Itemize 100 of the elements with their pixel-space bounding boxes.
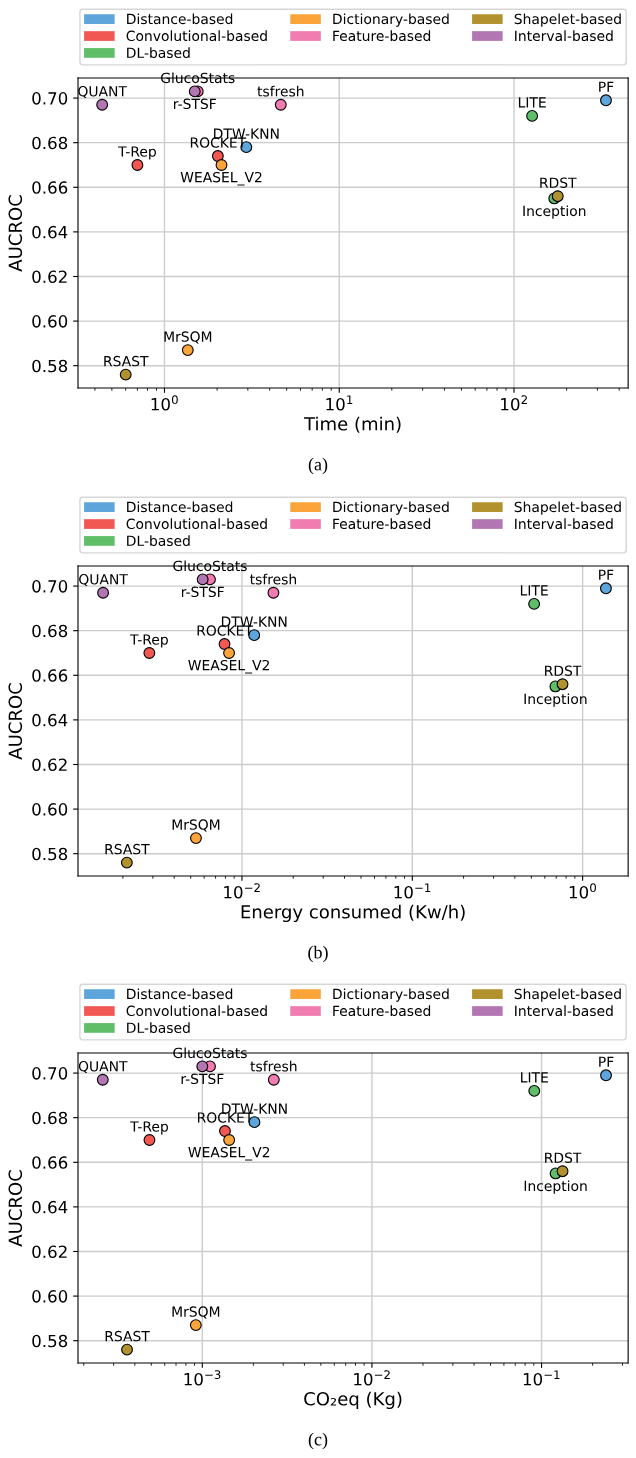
annotation: r-STSF bbox=[181, 586, 224, 598]
annotation: PF bbox=[599, 1056, 614, 1067]
x-axis-title: Time (min) bbox=[303, 416, 401, 433]
y-tick-label: 0.66 bbox=[32, 1156, 68, 1169]
y-tick-label: 0.70 bbox=[32, 580, 68, 593]
annotation: tsfresh bbox=[250, 1060, 297, 1072]
legend-label: Dictionary-based bbox=[333, 988, 449, 1002]
annotation: T-Rep bbox=[118, 146, 156, 160]
legend-label: Feature-based bbox=[333, 1005, 431, 1017]
annotation: LITE bbox=[521, 1072, 548, 1083]
y-axis-title: AUCROC bbox=[8, 1170, 23, 1247]
legend-label: Feature-based bbox=[333, 30, 431, 42]
legend-label: Convolutional-based bbox=[126, 30, 267, 42]
legend-label: Dictionary-based bbox=[333, 13, 449, 27]
y-tick-label: 0.62 bbox=[32, 1245, 67, 1259]
x-tick-label: 10$^{−1}$ bbox=[394, 883, 431, 899]
annotation: GlucoStats bbox=[161, 72, 235, 84]
y-tick-label: 0.58 bbox=[32, 1334, 68, 1348]
annotation: tsfresh bbox=[250, 573, 297, 585]
annotation: WEASEL_V2 bbox=[188, 1146, 270, 1161]
y-tick-label: 0.60 bbox=[32, 315, 68, 328]
text: (a) bbox=[308, 457, 328, 475]
legend-label: Interval-based bbox=[515, 30, 613, 42]
annotation: DTW-KNN bbox=[221, 616, 287, 627]
annotation: RDST bbox=[545, 665, 582, 676]
y-tick-label: 0.58 bbox=[32, 847, 68, 861]
y-tick-label: 0.70 bbox=[32, 92, 68, 105]
legend-label: Distance-based bbox=[127, 988, 233, 1000]
annotation: LITE bbox=[518, 97, 546, 108]
annotation: WEASEL_V2 bbox=[180, 171, 262, 186]
legend-label: Interval-based bbox=[515, 518, 613, 530]
x-tick-label: 10$^{−1}$ bbox=[523, 1370, 560, 1386]
x-tick-label: 10$^{1}$ bbox=[326, 395, 353, 411]
y-tick-label: 0.58 bbox=[32, 359, 68, 373]
annotation: DTW-KNN bbox=[222, 1103, 287, 1114]
annotation: MrSQM bbox=[172, 819, 220, 832]
annotation: WEASEL_V2 bbox=[188, 659, 269, 674]
annotation: RSAST bbox=[104, 355, 149, 367]
x-tick-label: 10$^{0}$ bbox=[151, 395, 178, 411]
y-tick-label: 0.66 bbox=[32, 181, 68, 194]
y-tick-label: 0.60 bbox=[32, 803, 68, 816]
legend-label: Shapelet-based bbox=[514, 988, 621, 1002]
y-tick-label: 0.60 bbox=[32, 1290, 68, 1303]
legend-label: Convolutional-based bbox=[126, 1005, 267, 1017]
legend-label: DL-based bbox=[127, 535, 190, 546]
legend-label: Dictionary-based bbox=[333, 501, 449, 515]
annotation: r-STSF bbox=[174, 98, 216, 110]
annotation: Inception bbox=[524, 693, 587, 707]
legend-label: DL-based bbox=[127, 1022, 190, 1033]
annotation: RDST bbox=[545, 1152, 582, 1163]
annotation: GlucoStats bbox=[173, 560, 247, 572]
annotation: tsfresh bbox=[257, 85, 304, 97]
y-tick-label: 0.64 bbox=[32, 1200, 68, 1214]
y-tick-label: 0.68 bbox=[32, 624, 68, 638]
x-tick-label: 10$^{−3}$ bbox=[184, 1370, 221, 1386]
legend-label: Shapelet-based bbox=[514, 13, 621, 27]
y-tick-label: 0.68 bbox=[32, 136, 68, 150]
annotation: T-Rep bbox=[130, 634, 168, 648]
x-tick-label: 10$^{−2}$ bbox=[354, 1370, 390, 1386]
annotation: Inception bbox=[523, 205, 586, 219]
y-tick-label: 0.62 bbox=[32, 270, 67, 284]
x-tick-label: 10$^{−2}$ bbox=[224, 883, 260, 899]
legend-label: Convolutional-based bbox=[126, 518, 267, 530]
text: (c) bbox=[308, 1432, 328, 1450]
legend-label: Distance-based bbox=[127, 501, 233, 513]
annotation: LITE bbox=[520, 585, 548, 596]
y-axis-title: AUCROC bbox=[8, 683, 23, 760]
annotation: RSAST bbox=[105, 843, 150, 855]
annotation: RDST bbox=[540, 177, 577, 188]
annotation: PF bbox=[599, 81, 614, 92]
annotation: QUANT bbox=[78, 1061, 128, 1074]
annotation: QUANT bbox=[79, 574, 128, 587]
y-tick-label: 0.70 bbox=[32, 1067, 68, 1080]
legend-label: DL-based bbox=[127, 47, 190, 58]
legend-label: Distance-based bbox=[127, 13, 233, 25]
text: (b) bbox=[308, 945, 328, 963]
annotation: PF bbox=[599, 569, 614, 580]
annotation: Inception bbox=[524, 1180, 587, 1194]
x-tick-label: 10$^{0}$ bbox=[569, 883, 596, 899]
y-tick-label: 0.64 bbox=[32, 225, 68, 239]
legend-label: Feature-based bbox=[333, 518, 431, 530]
legend-label: Shapelet-based bbox=[514, 501, 621, 515]
annotation: ROCKET bbox=[197, 1112, 254, 1123]
annotation: ROCKET bbox=[190, 137, 247, 148]
x-axis-title: CO₂eq (Kg) bbox=[304, 1391, 402, 1410]
legend-label: Interval-based bbox=[515, 1005, 613, 1017]
annotation: MrSQM bbox=[172, 1306, 220, 1319]
y-tick-label: 0.62 bbox=[32, 758, 67, 772]
y-axis-title: AUCROC bbox=[8, 195, 23, 272]
annotation: DTW-KNN bbox=[214, 128, 279, 139]
x-axis-title: Energy consumed (Kw/h) bbox=[241, 904, 465, 923]
annotation: T-Rep bbox=[130, 1121, 168, 1135]
annotation: RSAST bbox=[105, 1330, 150, 1342]
y-tick-label: 0.66 bbox=[32, 669, 68, 682]
annotation: r-STSF bbox=[181, 1073, 224, 1085]
annotation: MrSQM bbox=[164, 331, 212, 344]
annotation: GlucoStats bbox=[173, 1047, 247, 1059]
x-tick-label: 10$^{2}$ bbox=[501, 395, 527, 411]
y-tick-label: 0.64 bbox=[32, 713, 68, 727]
y-tick-label: 0.68 bbox=[32, 1111, 68, 1125]
